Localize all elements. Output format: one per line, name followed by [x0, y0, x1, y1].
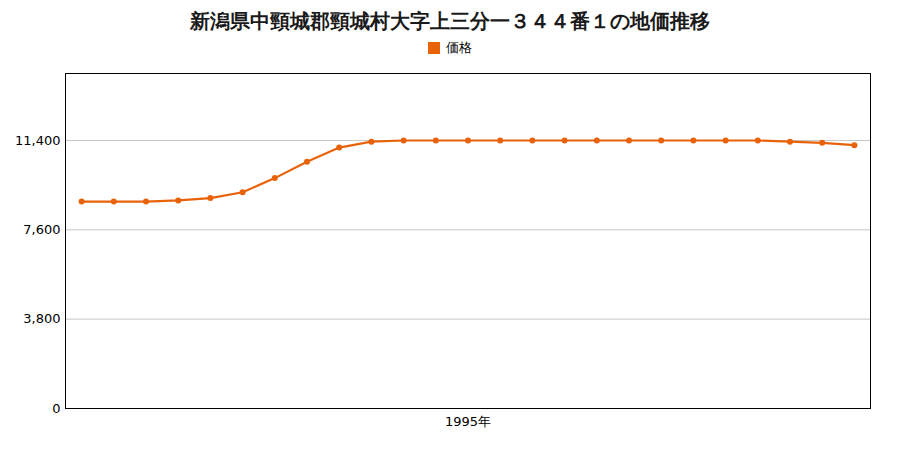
- svg-text:3,800: 3,800: [23, 311, 60, 326]
- svg-text:0: 0: [52, 401, 60, 416]
- svg-text:1995年: 1995年: [445, 414, 491, 429]
- svg-text:11,400: 11,400: [15, 133, 61, 148]
- html-text:価格: 価格: [446, 40, 472, 55]
- svg-text:7,600: 7,600: [23, 222, 60, 237]
- html-text:新潟県中頸城郡頸城村大字上三分一３４４番１の地価推移: 新潟県中頸城郡頸城村大字上三分一３４４番１の地価推移: [190, 9, 710, 33]
